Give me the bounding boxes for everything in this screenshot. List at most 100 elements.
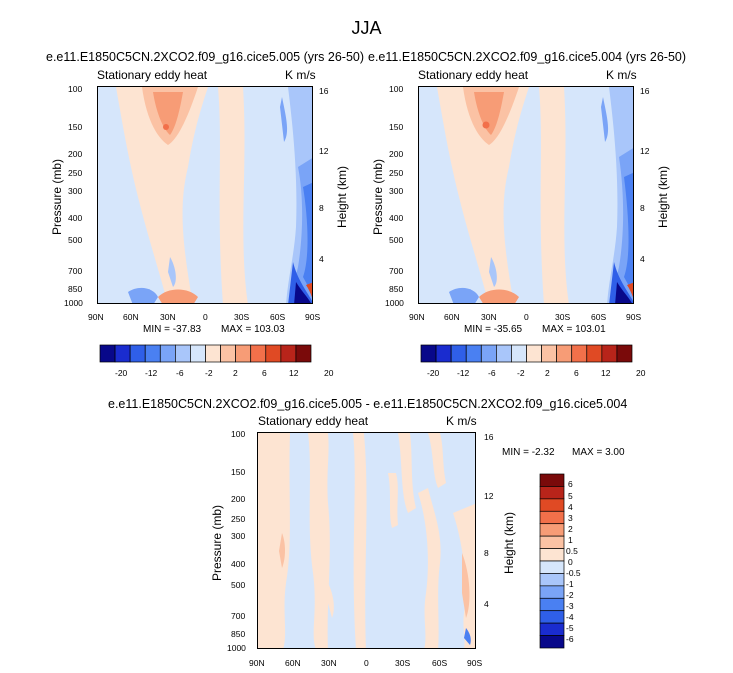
y-tick: 700 bbox=[68, 266, 83, 276]
colorbar-swatch bbox=[265, 344, 282, 363]
y-tick: 100 bbox=[231, 429, 246, 439]
colorbar-swatch bbox=[539, 635, 565, 649]
colorbar-2 bbox=[420, 344, 633, 363]
panel-1-plot-area bbox=[97, 86, 313, 304]
colorbar-swatch bbox=[539, 597, 565, 612]
colorbar-label: -2 bbox=[205, 368, 213, 378]
panel-3-field bbox=[258, 433, 475, 648]
panel-3-ylabel: Pressure (mb) bbox=[210, 505, 224, 582]
colorbar-swatch bbox=[539, 486, 565, 500]
colorbar-swatch bbox=[571, 344, 588, 363]
colorbar-label: 6 bbox=[262, 368, 267, 378]
colorbar-swatch bbox=[144, 344, 161, 363]
y-tick: 150 bbox=[389, 122, 404, 132]
colorbar-label: 0 bbox=[568, 557, 573, 567]
colorbar-label: -12 bbox=[145, 368, 158, 378]
colorbar-1 bbox=[99, 344, 312, 363]
colorbar-label: 2 bbox=[568, 524, 573, 534]
panel-3-max: MAX = 3.00 bbox=[572, 447, 625, 458]
colorbar-swatch bbox=[205, 344, 221, 363]
colorbar-swatch bbox=[601, 344, 618, 363]
colorbar-swatch bbox=[539, 510, 565, 525]
x-tick: 90S bbox=[626, 312, 642, 322]
y-tick: 700 bbox=[389, 266, 404, 276]
panel-1-field bbox=[116, 87, 312, 303]
y-tick: 250 bbox=[231, 514, 246, 524]
y-tick-right: 4 bbox=[484, 599, 489, 609]
panel-2-field bbox=[437, 87, 633, 303]
panel-1-title: e.e11.E1850C5CN.2XCO2.f09_g16.cice5.005 … bbox=[46, 50, 365, 64]
colorbar-swatch bbox=[539, 622, 565, 636]
y-tick: 400 bbox=[231, 559, 246, 569]
x-tick: 60N bbox=[285, 658, 301, 668]
colorbar-swatch bbox=[435, 344, 452, 363]
colorbar-swatch bbox=[539, 523, 565, 537]
x-tick: 30S bbox=[234, 312, 250, 322]
colorbar-label: -3 bbox=[566, 601, 574, 611]
panel-3-ylabel-right: Height (km) bbox=[502, 512, 516, 575]
colorbar-diff bbox=[539, 473, 565, 649]
panel-1-right-label: K m/s bbox=[285, 68, 316, 82]
colorbar-swatch bbox=[295, 344, 312, 363]
x-tick: 0 bbox=[524, 312, 529, 322]
colorbar-label: -6 bbox=[488, 368, 496, 378]
y-tick: 850 bbox=[231, 629, 246, 639]
x-tick: 90N bbox=[88, 312, 104, 322]
x-tick: 60N bbox=[123, 312, 139, 322]
y-tick: 500 bbox=[389, 235, 404, 245]
y-tick-right: 16 bbox=[640, 86, 650, 96]
colorbar-label: -4 bbox=[566, 612, 574, 622]
colorbar-swatch bbox=[511, 344, 527, 363]
panel-3-min: MIN = -2.32 bbox=[502, 447, 555, 458]
colorbar-label: 2 bbox=[545, 368, 550, 378]
colorbar-swatch bbox=[99, 344, 116, 363]
y-tick-right: 8 bbox=[640, 203, 645, 213]
y-tick: 150 bbox=[231, 467, 246, 477]
colorbar-label: 1 bbox=[568, 535, 573, 545]
colorbar-label: -20 bbox=[115, 368, 128, 378]
colorbar-label: -6 bbox=[566, 634, 574, 644]
y-tick: 1000 bbox=[64, 298, 83, 308]
y-tick: 250 bbox=[389, 168, 404, 178]
colorbar-label: -0.5 bbox=[566, 568, 581, 578]
y-tick: 200 bbox=[68, 149, 83, 159]
x-tick: 30N bbox=[481, 312, 497, 322]
colorbar-swatch bbox=[496, 344, 512, 363]
colorbar-swatch bbox=[539, 548, 565, 562]
colorbar-swatch bbox=[190, 344, 206, 363]
x-tick: 60S bbox=[591, 312, 607, 322]
colorbar-swatch bbox=[526, 344, 542, 363]
panel-1-max: MAX = 103.03 bbox=[221, 324, 285, 335]
colorbar-label: 4 bbox=[568, 502, 573, 512]
y-tick: 1000 bbox=[227, 643, 246, 653]
y-tick-right: 12 bbox=[640, 146, 650, 156]
colorbar-swatch bbox=[539, 498, 565, 512]
colorbar-swatch bbox=[480, 344, 497, 363]
x-tick: 0 bbox=[364, 658, 369, 668]
colorbar-label: 3 bbox=[568, 513, 573, 523]
x-tick: 90N bbox=[409, 312, 425, 322]
colorbar-swatch bbox=[539, 585, 565, 599]
panel-1-left-label: Stationary eddy heat bbox=[97, 68, 208, 82]
y-tick: 200 bbox=[389, 149, 404, 159]
x-tick: 90S bbox=[467, 658, 483, 668]
y-tick: 300 bbox=[68, 186, 83, 196]
panel-1-min: MIN = -37.83 bbox=[143, 324, 202, 335]
colorbar-swatch bbox=[556, 344, 573, 363]
y-tick: 100 bbox=[389, 84, 404, 94]
colorbar-label: -20 bbox=[427, 368, 440, 378]
colorbar-swatch bbox=[450, 344, 467, 363]
panel-3-left-label: Stationary eddy heat bbox=[258, 414, 369, 428]
panel-2-max: MAX = 103.01 bbox=[542, 324, 606, 335]
y-tick: 400 bbox=[68, 213, 83, 223]
x-tick: 30S bbox=[555, 312, 571, 322]
colorbar-swatch bbox=[586, 344, 603, 363]
colorbar-swatch bbox=[220, 344, 236, 363]
colorbar-swatch bbox=[250, 344, 267, 363]
x-tick: 60S bbox=[432, 658, 448, 668]
y-tick-right: 16 bbox=[484, 432, 494, 442]
y-tick: 150 bbox=[68, 122, 83, 132]
y-tick: 850 bbox=[389, 284, 404, 294]
colorbar-swatch bbox=[465, 344, 482, 363]
y-tick: 300 bbox=[389, 186, 404, 196]
